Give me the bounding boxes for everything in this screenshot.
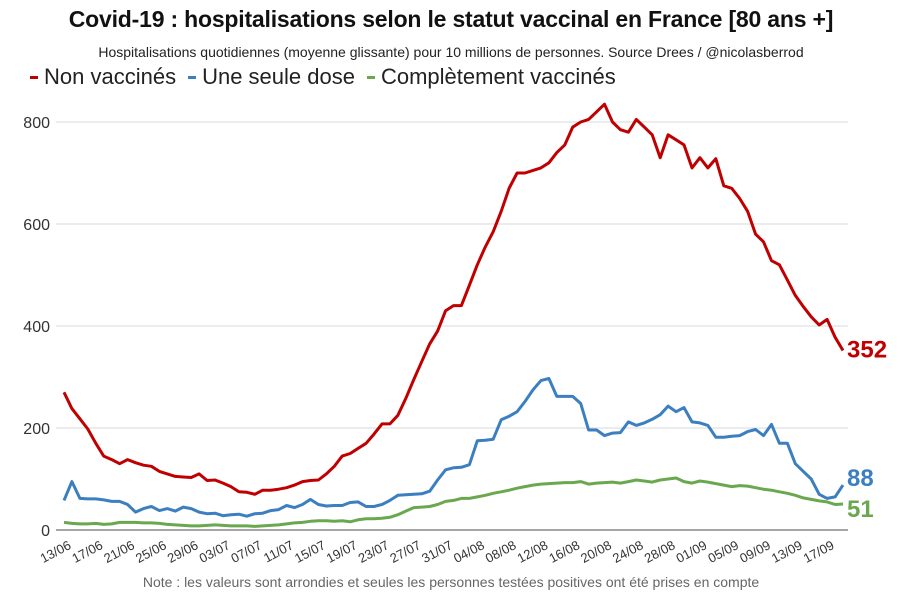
y-tick-label: 0 <box>41 523 50 540</box>
y-tick-label: 800 <box>23 115 50 132</box>
series-line-une-seule-dose <box>62 377 845 518</box>
legend-label: Complètement vaccinés <box>380 64 616 89</box>
x-tick-label: 01/09 <box>674 537 710 566</box>
x-tick-label: 27/07 <box>387 537 423 566</box>
chart-note: Note : les valeurs sont arrondies et seu… <box>142 574 760 590</box>
x-tick-label: 03/07 <box>197 537 233 566</box>
x-tick-label: 13/06 <box>38 537 74 566</box>
legend-item-une-dose: Une seule dose <box>188 64 355 90</box>
x-tick-label: 19/07 <box>324 537 360 566</box>
x-tick-label: 08/08 <box>483 537 519 566</box>
legend-swatch-icon <box>30 75 38 79</box>
chart-subtitle: Hospitalisations quotidiennes (moyenne g… <box>98 44 804 60</box>
x-tick-label: 25/06 <box>133 537 169 566</box>
x-tick-label: 05/09 <box>705 537 741 566</box>
y-tick-label: 600 <box>23 217 50 234</box>
x-tick-label: 28/08 <box>642 537 678 566</box>
x-tick-label: 07/07 <box>228 537 264 566</box>
x-tick-label: 11/07 <box>261 537 296 565</box>
legend-swatch-icon <box>366 75 375 79</box>
x-tick-label: 17/09 <box>801 537 837 566</box>
series-line-non-vaccin-s <box>62 102 845 496</box>
legend-item-completement: Complètement vaccinés <box>366 64 616 90</box>
legend-label: Non vaccinés <box>44 64 177 89</box>
end-value-label: 88 <box>847 465 874 492</box>
x-tick-label: 12/08 <box>515 537 551 566</box>
end-value-label: 51 <box>847 496 874 523</box>
chart-title: Covid-19 : hospitalisations selon le sta… <box>68 6 834 32</box>
y-tick-label: 400 <box>23 319 50 336</box>
x-tick-label: 13/09 <box>769 537 805 566</box>
x-tick-label: 31/07 <box>419 537 455 566</box>
y-tick-label: 200 <box>23 421 50 438</box>
x-tick-label: 15/07 <box>292 537 328 566</box>
x-tick-label: 21/06 <box>101 537 137 566</box>
x-tick-label: 29/06 <box>165 537 201 566</box>
x-tick-label: 09/09 <box>737 537 773 566</box>
series-line-compl-tement-vaccin-s <box>63 476 844 528</box>
x-tick-label: 24/08 <box>610 537 646 566</box>
legend-item-non-vaccines: Non vaccinés <box>30 64 176 90</box>
x-tick-label: 16/08 <box>546 537 582 566</box>
x-tick-label: 17/06 <box>69 537 105 566</box>
legend: Non vaccinés Une seule dose Complètement… <box>30 64 616 90</box>
x-tick-label: 20/08 <box>578 537 614 566</box>
legend-swatch-icon <box>188 75 197 79</box>
x-tick-label: 04/08 <box>451 537 487 566</box>
legend-label: Une seule dose <box>202 64 355 89</box>
x-tick-label: 23/07 <box>356 537 392 566</box>
end-value-label: 352 <box>847 336 887 363</box>
